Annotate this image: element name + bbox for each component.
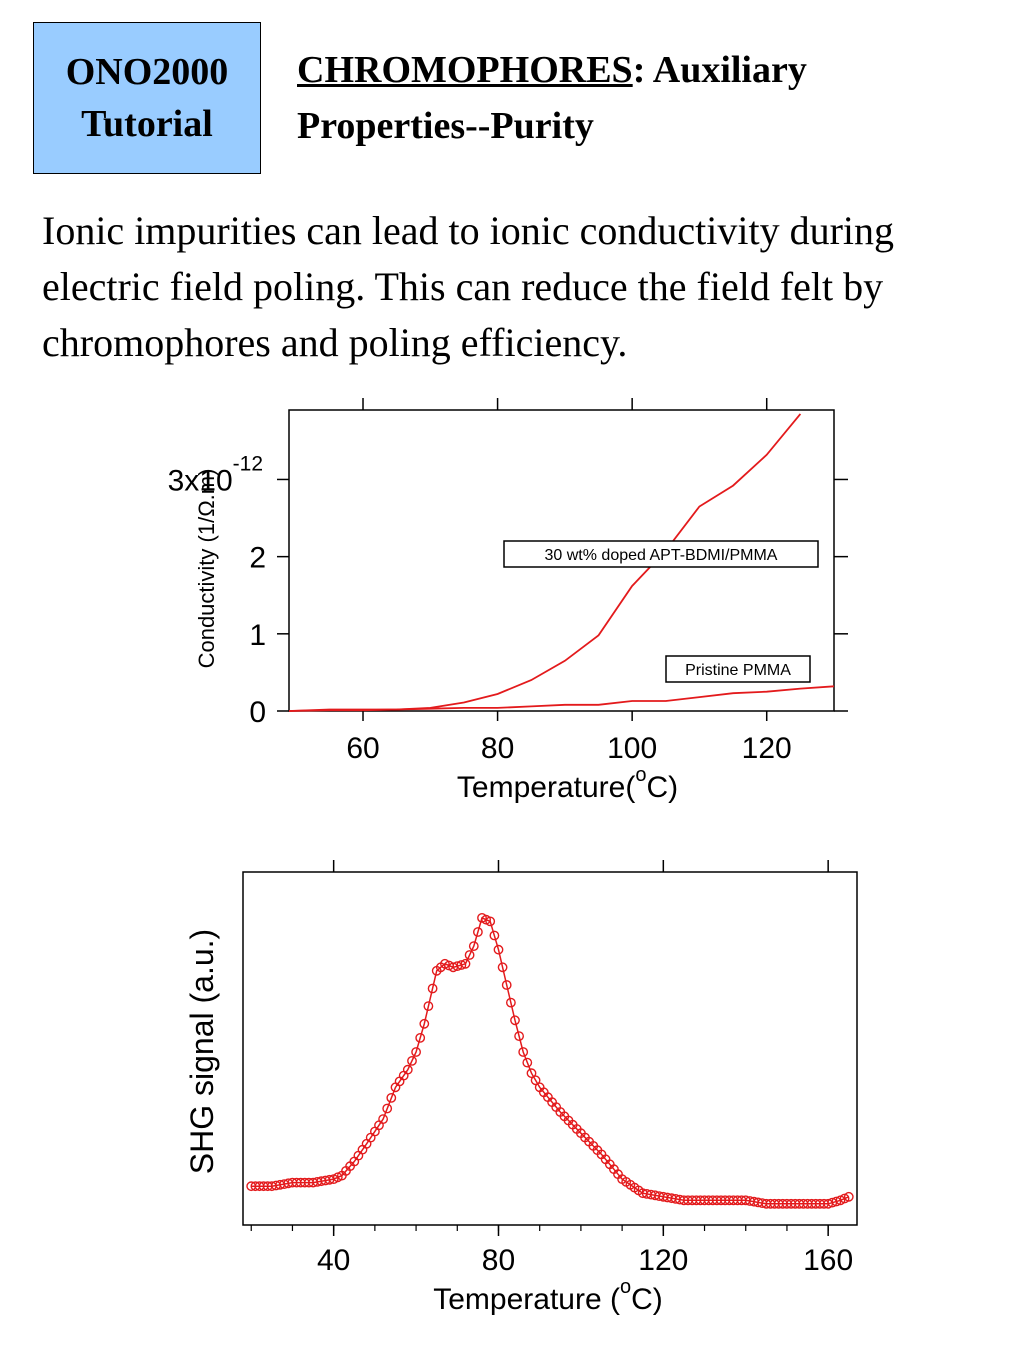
data-point [485,916,496,927]
badge-line-1: ONO2000 [65,51,229,93]
series-label: Pristine PMMA [685,662,791,679]
data-point [427,983,438,994]
x-axis-label-text: Temperature ( [433,1283,620,1316]
data-point [472,927,483,937]
body-line-2: electric field poling. This can reduce t… [42,264,884,309]
x-axis-label-unit: C) [631,1283,663,1316]
x-tick-label: 60 [346,732,379,765]
conductivity-axes [277,398,848,721]
conductivity-series [288,413,835,712]
title-line-2: Properties--Purity [297,105,594,147]
x-tick-label: 120 [742,732,792,765]
data-point [456,960,467,970]
data-point [510,1015,520,1026]
data-point [423,1001,434,1011]
x-axis-label-unit: C) [646,771,678,804]
data-point [411,1047,421,1057]
data-point [518,1047,529,1057]
y-tick-label-exponent: -12 [233,452,263,475]
y-axis-label: Conductivity (1/Ω.m) [194,469,219,669]
data-point [378,1114,388,1125]
data-point [493,944,504,955]
data-point [460,958,471,969]
y-tick-label-base: 3x10 [168,464,233,497]
data-point [464,950,475,960]
y-tick-label: 1 [249,619,266,652]
slide-title: CHROMOPHORES: Auxiliary Properties--Puri… [297,42,997,154]
series-line [251,916,850,1205]
data-point [402,1064,413,1075]
y-tick-label: 0 [249,696,266,729]
x-axis-label: Temperature(oC) [457,764,678,804]
x-axis-label: Temperature (oC) [433,1276,663,1316]
shg-axes [242,860,858,1236]
x-tick-label: 80 [481,732,514,765]
data-point [415,1033,426,1043]
x-tick-label: 120 [638,1244,688,1277]
x-tick-label: 80 [482,1244,515,1277]
data-point [514,1031,524,1042]
plot-frame [288,409,835,712]
series-label: 30 wt% doped APT-BDMI/PMMA [545,547,778,564]
data-point [526,1068,537,1079]
title-rest: : Auxiliary [632,49,807,91]
shg-series [246,913,854,1209]
data-point [419,1018,430,1029]
data-point [501,980,512,990]
body-paragraph: Ionic impurities can lead to ionic condu… [42,203,1017,371]
body-line-1: Ionic impurities can lead to ionic condu… [42,208,895,253]
data-point [522,1057,533,1068]
data-point [843,1191,854,1202]
data-point [497,962,508,973]
x-tick-label: 40 [317,1244,350,1277]
data-point [407,1056,417,1066]
shg-labels: 40 80 120 160 Temperature (oC) SHG signal (a.… [184,929,853,1316]
plot-frame [242,871,858,1226]
data-point [468,941,479,951]
badge-line-2: Tutorial [81,103,213,145]
data-point [505,997,516,1008]
series-label-box [665,655,811,683]
x-tick-label: 100 [607,732,657,765]
series-label-box [503,540,819,568]
x-tick-label: 160 [803,1244,853,1277]
x-axis-label-degree: o [620,1276,631,1298]
data-point [386,1093,397,1103]
data-point [489,930,500,941]
data-point [530,1075,541,1086]
conductivity-labels: 60 80 100 120 0 1 2 3x10-12 Temperature(oC) Condu… [168,452,819,804]
x-axis-label-text: Temperature( [457,771,635,804]
tutorial-badge: ONO2000 Tutorial [33,22,261,174]
y-tick-label: 2 [249,542,266,575]
series-line-2 [288,685,835,712]
y-tick-label: 3x10-12 [168,452,263,497]
data-point [382,1103,393,1114]
x-axis-label-degree: o [635,764,646,786]
y-axis-label: SHG signal (a.u.) [184,929,220,1174]
data-point [831,1196,842,1207]
title-underlined: CHROMOPHORES [297,49,633,91]
body-line-3: chromophores and poling efficiency. [42,320,628,365]
